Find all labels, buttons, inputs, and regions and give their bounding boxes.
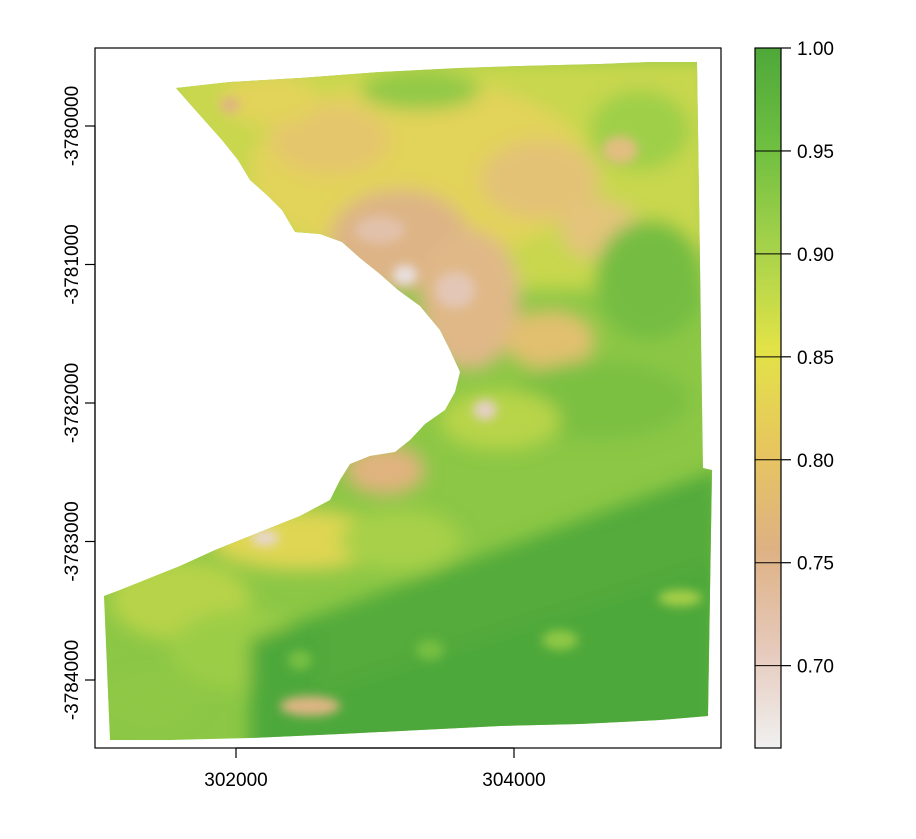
x-axis: 302000 304000 [204,747,546,791]
raster-patch [360,70,480,110]
y-tick-label: -3783000 [62,501,83,581]
raster-spot [473,400,497,420]
raster-spot [435,272,475,308]
raster-patch [595,220,705,340]
raster-patch [505,310,595,370]
colorbar-tick-label: 0.70 [797,657,834,678]
raster-spot [288,650,312,670]
x-tick-label: 302000 [204,770,267,791]
raster-spot [416,640,444,660]
colorbar-ticks: 1.00 0.95 0.90 0.85 0.80 0.75 0.70 [755,39,834,678]
colorbar-tick-label: 0.95 [797,142,834,163]
raster-spot [602,136,638,164]
raster-spot [355,216,405,244]
raster-spot [542,630,578,650]
colorbar-tick-label: 0.80 [797,451,834,472]
y-axis: -3780000 -3781000 -3782000 -3783000 -3784000 [62,86,96,720]
raster-spot [658,590,702,606]
y-tick-label: -3782000 [62,363,83,443]
raster-detail [220,97,702,716]
colorbar: 1.00 0.95 0.90 0.85 0.80 0.75 0.70 [754,39,834,749]
raster-layer [104,62,712,740]
raster-patch [320,480,712,690]
y-tick-label: -3780000 [62,86,83,166]
raster-patch [340,510,460,570]
colorbar-tick-label: 0.90 [797,245,834,266]
raster-spot [251,530,279,546]
raster-patch [590,90,690,170]
colorbar-gradient [755,48,781,748]
raster-patch [270,105,390,175]
raster-patch [345,445,425,495]
raster-patch [440,390,560,450]
raster-spot [220,97,240,113]
raster-patch [220,75,320,125]
colorbar-tick-label: 0.85 [797,348,834,369]
raster-spot [393,265,417,285]
x-tick-label: 304000 [482,770,545,791]
raster-spot [280,696,340,716]
colorbar-tick-label: 1.00 [797,39,834,60]
colorbar-tick-label: 0.75 [797,554,834,575]
y-tick-label: -3784000 [62,640,83,720]
raster-patch [104,675,200,725]
y-tick-label: -3781000 [62,224,83,304]
raster-patch [480,140,600,220]
raster-field [104,62,712,740]
